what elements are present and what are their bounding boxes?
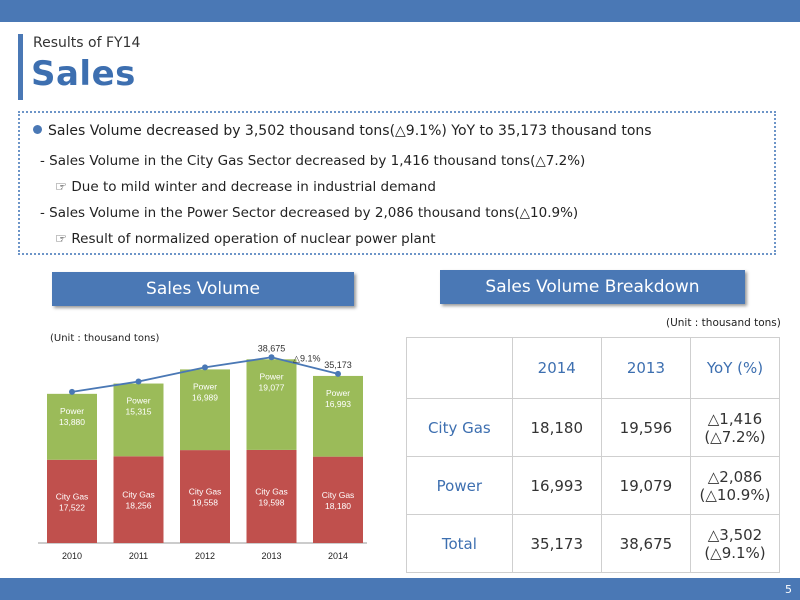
x-tick-label: 2012: [195, 551, 215, 561]
row-label: City Gas: [406, 398, 513, 457]
sales-volume-chart: City Gas 17,522 Power 13,880 City Gas 18,256 P…: [38, 343, 367, 561]
bottom-bar: [0, 578, 800, 600]
cell-2013: 19,079: [600, 456, 692, 515]
header-empty: [406, 337, 513, 399]
row-label: Power: [406, 456, 513, 515]
cell-2014: 18,180: [511, 398, 602, 457]
header-yoy: YoY (%): [690, 337, 780, 399]
bar-city-gas: [180, 450, 230, 543]
bar-city-gas: [113, 456, 164, 543]
summary-box: [18, 111, 776, 255]
breakdown-table: 2014 2013 YoY (%) City Gas 18,180 19,596…: [406, 337, 780, 573]
summary-note-power: ☞ Result of normalized operation of nucl…: [55, 231, 436, 247]
bar-data-label: Power 15,315: [126, 396, 152, 417]
page-title: Sales: [31, 54, 136, 94]
summary-main: Sales Volume decreased by 3,502 thousand…: [33, 123, 652, 139]
total-point: [135, 378, 142, 385]
table-row: Total 35,173 38,675 △3,502 (△9.1%): [406, 514, 780, 573]
total-data-label: 38,675: [258, 343, 286, 353]
title-accent-bar: [18, 34, 23, 100]
page-subtitle: Results of FY14: [33, 35, 141, 51]
cell-yoy: △1,416 (△7.2%): [690, 398, 780, 457]
sales-volume-banner: Sales Volume: [52, 272, 354, 306]
summary-note-city-gas: ☞ Due to mild winter and decrease in ind…: [55, 179, 436, 195]
x-tick-label: 2014: [328, 551, 348, 561]
cell-2013: 19,596: [600, 398, 692, 457]
bar-data-label: City Gas 18,180: [322, 490, 355, 511]
summary-main-text: Sales Volume decreased by 3,502 thousand…: [48, 123, 652, 139]
table-header-row: 2014 2013 YoY (%): [406, 337, 780, 399]
top-bar: [0, 0, 800, 22]
total-data-label: 35,173: [324, 360, 352, 370]
bar-power: [113, 383, 164, 457]
yoy-value: △2,086: [707, 467, 763, 486]
bar-data-label: Power 13,880: [59, 406, 85, 427]
bar-data-label: Power 16,989: [192, 381, 218, 402]
bar-power: [246, 359, 297, 450]
summary-line-city-gas: - Sales Volume in the City Gas Sector de…: [40, 153, 586, 169]
yoy-annotation: △9.1%: [293, 354, 320, 364]
total-point: [69, 388, 75, 395]
summary-line-power: - Sales Volume in the Power Sector decre…: [40, 205, 579, 221]
header-2013: 2013: [600, 337, 692, 399]
cell-yoy: △3,502 (△9.1%): [690, 514, 780, 573]
bar-data-label: City Gas 17,522: [56, 491, 89, 512]
breakdown-banner: Sales Volume Breakdown: [440, 270, 745, 304]
bar-data-label: City Gas 18,256: [122, 490, 155, 511]
header-2014: 2014: [511, 337, 602, 399]
total-point: [268, 354, 275, 361]
bar-data-label: Power 19,077: [259, 371, 285, 392]
bar-data-label: Power 16,993: [325, 388, 351, 409]
table-unit-note: (Unit : thousand tons): [666, 317, 781, 329]
row-label: Total: [406, 514, 513, 573]
bar-power: [47, 393, 97, 460]
chart-unit-note: (Unit : thousand tons): [50, 333, 160, 344]
yoy-percent: (△10.9%): [699, 485, 771, 504]
bar-city-gas: [47, 459, 97, 543]
bar-city-gas: [246, 449, 297, 543]
cell-2014: 35,173: [511, 514, 602, 573]
bar-power: [313, 375, 363, 457]
cell-yoy: △2,086 (△10.9%): [690, 456, 780, 515]
yoy-value: △1,416: [707, 409, 763, 428]
table-row: Power 16,993 19,079 △2,086 (△10.9%): [406, 456, 780, 515]
cell-2013: 38,675: [600, 514, 692, 573]
x-tick-label: 2010: [62, 551, 82, 561]
yoy-value: △3,502: [707, 525, 763, 544]
x-tick-label: 2011: [129, 551, 148, 561]
total-point: [202, 364, 208, 371]
page-number: 5: [785, 583, 792, 596]
total-point: [335, 370, 341, 377]
cell-2014: 16,993: [511, 456, 602, 515]
bar-data-label: City Gas 19,558: [189, 487, 222, 508]
table-row: City Gas 18,180 19,596 △1,416 (△7.2%): [406, 398, 780, 457]
yoy-percent: (△7.2%): [704, 427, 766, 446]
bar-power: [180, 369, 230, 451]
bullet-icon: [33, 125, 42, 134]
bar-city-gas: [313, 456, 363, 543]
yoy-percent: (△9.1%): [704, 543, 766, 562]
bar-data-label: City Gas 19,598: [255, 486, 288, 507]
x-tick-label: 2013: [261, 551, 281, 561]
